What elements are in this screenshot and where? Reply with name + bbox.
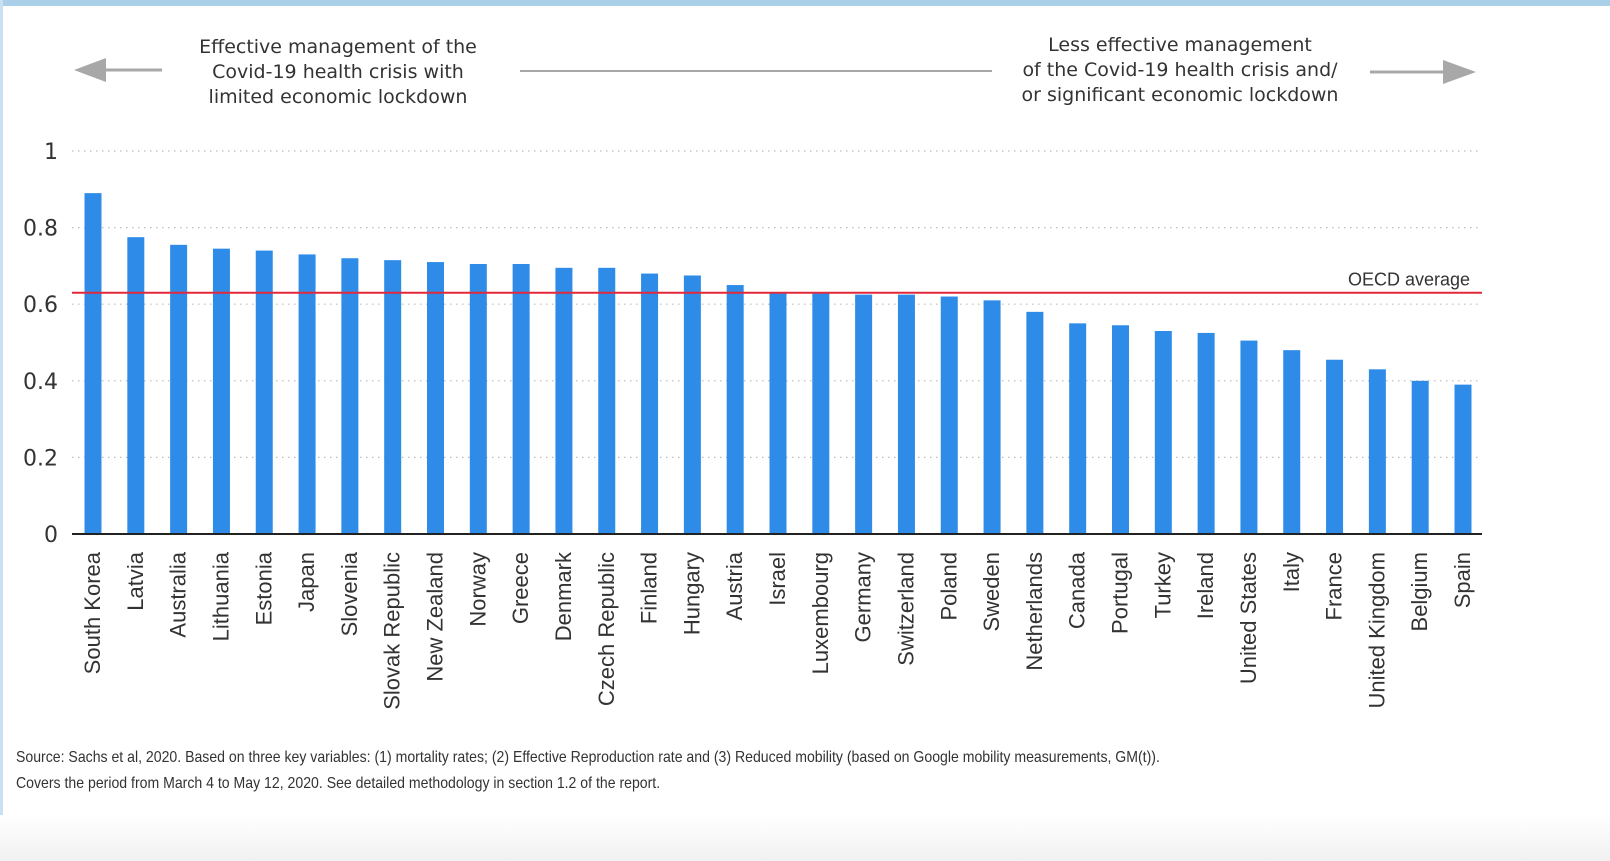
category-label: Norway bbox=[465, 552, 490, 627]
bar-netherlands bbox=[1026, 311, 1044, 534]
category-label: Australia bbox=[166, 551, 191, 637]
y-tick-label: 0.6 bbox=[23, 293, 58, 318]
left-arrow-icon bbox=[74, 58, 106, 82]
bar-austria bbox=[726, 285, 744, 534]
bar-estonia bbox=[255, 250, 273, 534]
top-border-band bbox=[0, 0, 1610, 6]
y-tick-label: 0 bbox=[44, 523, 58, 548]
category-label: Austria bbox=[722, 551, 747, 620]
bar-belgium bbox=[1411, 380, 1429, 534]
bar-poland bbox=[940, 296, 958, 534]
category-label: Luxembourg bbox=[808, 552, 833, 674]
oecd-average-line: OECD average bbox=[72, 270, 1482, 294]
category-label: Denmark bbox=[551, 551, 576, 641]
category-label: Slovenia bbox=[337, 551, 362, 636]
bar-canada bbox=[1069, 323, 1087, 534]
bar-japan bbox=[298, 254, 316, 534]
bar-latvia bbox=[127, 237, 145, 535]
category-label: France bbox=[1322, 552, 1347, 620]
header-right-text: Less effective management of the Covid-1… bbox=[1021, 34, 1339, 106]
bar-lithuania bbox=[212, 248, 230, 535]
category-label: Greece bbox=[508, 552, 533, 624]
category-label: Estonia bbox=[251, 551, 276, 625]
bar-france bbox=[1326, 359, 1344, 534]
category-label: Germany bbox=[851, 552, 876, 642]
category-label: Netherlands bbox=[1022, 552, 1047, 671]
category-label: New Zealand bbox=[423, 552, 448, 682]
bars bbox=[84, 193, 1472, 535]
y-tick-label: 0.8 bbox=[23, 217, 58, 242]
bar-portugal bbox=[1112, 325, 1129, 534]
y-tick-label: 0.4 bbox=[23, 370, 58, 395]
left-border-band bbox=[0, 0, 3, 861]
category-label: United Kingdom bbox=[1364, 552, 1389, 709]
bar-australia bbox=[170, 244, 188, 534]
category-label: Poland bbox=[936, 552, 961, 621]
bar-slovenia bbox=[341, 258, 359, 534]
bar-turkey bbox=[1154, 331, 1172, 534]
bar-italy bbox=[1283, 350, 1301, 534]
category-label: Sweden bbox=[979, 552, 1004, 632]
category-label: Czech Republic bbox=[594, 552, 619, 706]
category-label: Portugal bbox=[1108, 552, 1133, 634]
category-label: Canada bbox=[1065, 551, 1090, 629]
bottom-fade bbox=[0, 815, 1610, 861]
category-label: Italy bbox=[1279, 552, 1304, 592]
category-label: Ireland bbox=[1193, 552, 1218, 619]
category-label: Japan bbox=[294, 552, 319, 612]
category-labels: South Korea Latvia Australia Lithuania Eston… bbox=[80, 551, 1475, 710]
oecd-average-label: OECD average bbox=[1348, 270, 1470, 290]
right-arrow-icon bbox=[1443, 60, 1476, 84]
source-note-line-1: Source: Sachs et al, 2020. Based on thre… bbox=[16, 749, 1160, 766]
bar-finland bbox=[641, 273, 659, 534]
bar-israel bbox=[769, 292, 787, 534]
y-tick-label: 0.2 bbox=[23, 446, 58, 471]
category-label: Hungary bbox=[679, 552, 704, 635]
category-label: Spain bbox=[1450, 552, 1475, 608]
header-arrows bbox=[74, 58, 1476, 84]
category-label: Belgium bbox=[1407, 552, 1432, 631]
bar-hungary bbox=[683, 275, 701, 534]
category-label: Finland bbox=[637, 552, 662, 624]
category-label: Turkey bbox=[1150, 552, 1175, 618]
header-left-text: Effective management of the Covid-19 hea… bbox=[199, 36, 477, 108]
category-label: United States bbox=[1236, 552, 1261, 684]
bar-switzerland bbox=[897, 294, 915, 534]
category-label: Latvia bbox=[123, 551, 148, 610]
bar-united-states bbox=[1240, 340, 1258, 534]
category-label: Slovak Republic bbox=[380, 552, 405, 710]
bar-united-kingdom bbox=[1368, 369, 1386, 534]
bar-luxembourg bbox=[812, 292, 830, 534]
category-label: South Korea bbox=[80, 551, 105, 674]
bar-new-zealand bbox=[427, 262, 444, 534]
bar-greece bbox=[512, 263, 530, 534]
y-tick-label: 1 bbox=[44, 140, 58, 165]
bar-sweden bbox=[983, 300, 1001, 534]
bar-slovak-republic bbox=[384, 260, 402, 534]
category-label: Israel bbox=[765, 552, 790, 606]
source-note-line-2: Covers the period from March 4 to May 12… bbox=[16, 775, 661, 792]
bar-south-korea bbox=[84, 193, 102, 534]
bar-ireland bbox=[1197, 332, 1215, 534]
bar-spain bbox=[1454, 384, 1472, 534]
bar-germany bbox=[855, 294, 873, 534]
axes: 0 0.2 0.4 0.6 0.8 1 bbox=[23, 140, 1482, 548]
category-label: Lithuania bbox=[208, 551, 233, 641]
bar-norway bbox=[469, 263, 487, 534]
bar-denmark bbox=[555, 267, 573, 534]
bar-czech-republic bbox=[598, 267, 616, 534]
category-label: Switzerland bbox=[893, 552, 918, 666]
